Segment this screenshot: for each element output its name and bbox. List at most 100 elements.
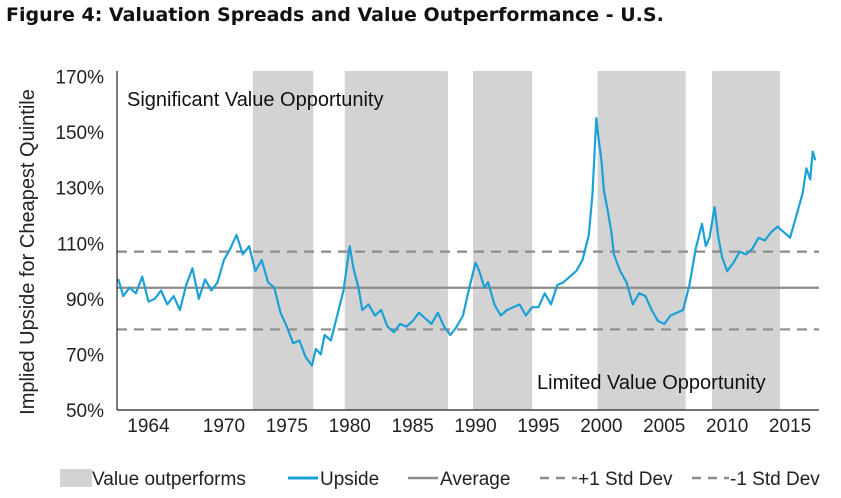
shade-period-4 bbox=[597, 71, 686, 410]
upside-point bbox=[500, 314, 502, 317]
upside-point bbox=[352, 267, 355, 269]
upside-point bbox=[357, 287, 360, 289]
upside-point bbox=[805, 167, 808, 169]
upside-point bbox=[638, 292, 640, 294]
upside-point bbox=[657, 320, 659, 322]
upside-point bbox=[122, 295, 124, 297]
upside-point bbox=[695, 248, 697, 250]
upside-point bbox=[758, 237, 760, 239]
upside-point bbox=[588, 234, 590, 236]
upside-point bbox=[713, 206, 716, 208]
upside-point bbox=[701, 223, 703, 225]
upside-point bbox=[468, 287, 470, 289]
upside-point bbox=[204, 278, 206, 281]
x-tick-label: 2005 bbox=[643, 416, 685, 437]
upside-point bbox=[739, 251, 741, 253]
legend-shade-swatch bbox=[60, 469, 92, 487]
upside-point bbox=[235, 234, 238, 236]
upside-point bbox=[607, 209, 609, 211]
y-tick-labels: 50% 70% 90% 110% 130% 150% 170% bbox=[55, 68, 104, 422]
y-tick-label: 70% bbox=[66, 345, 104, 366]
upside-point bbox=[556, 284, 558, 286]
x-tick-label: 1985 bbox=[392, 416, 434, 437]
upside-point bbox=[682, 309, 684, 311]
upside-point bbox=[456, 326, 458, 328]
shade-layer bbox=[252, 71, 780, 410]
upside-point bbox=[581, 259, 584, 261]
shade-period-3 bbox=[473, 71, 533, 410]
upside-point bbox=[595, 117, 597, 119]
upside-point bbox=[380, 309, 382, 311]
upside-point bbox=[483, 287, 485, 289]
x-tick-label: 1970 bbox=[203, 416, 245, 437]
upside-point bbox=[386, 326, 389, 328]
upside-point bbox=[598, 139, 600, 142]
upside-point bbox=[185, 284, 187, 286]
upside-point bbox=[569, 276, 571, 278]
upside-point bbox=[242, 253, 244, 255]
upside-point bbox=[424, 317, 426, 319]
y-tick-label: 130% bbox=[55, 179, 104, 200]
upside-point bbox=[814, 159, 816, 161]
x-tick-label: 1995 bbox=[517, 416, 559, 437]
y-axis-title: Implied Upside for Cheapest Quintile bbox=[17, 89, 39, 415]
shade-period-5 bbox=[712, 71, 780, 410]
upside-point bbox=[663, 323, 665, 325]
upside-point bbox=[254, 270, 256, 272]
upside-point bbox=[789, 237, 791, 239]
upside-point bbox=[575, 270, 577, 272]
upside-point bbox=[531, 306, 533, 308]
upside-point bbox=[342, 289, 345, 292]
x-tick-labels: 1964 1970 1975 1980 1985 1990 1995 2000 2005 2010… bbox=[127, 416, 811, 437]
upside-point bbox=[210, 289, 212, 292]
upside-point bbox=[487, 281, 489, 283]
upside-point bbox=[323, 334, 326, 336]
upside-point bbox=[166, 303, 168, 306]
x-tick-label: 2010 bbox=[706, 416, 748, 437]
upside-point bbox=[506, 309, 508, 311]
legend-minus-std-label: -1 Std Dev bbox=[730, 469, 820, 490]
upside-point bbox=[610, 231, 613, 233]
upside-point bbox=[418, 312, 420, 314]
x-tick-label: 1980 bbox=[329, 416, 371, 437]
upside-point bbox=[160, 289, 162, 292]
upside-point bbox=[229, 248, 231, 250]
upside-point bbox=[154, 298, 156, 300]
series-layer bbox=[117, 117, 817, 367]
upside-point bbox=[311, 364, 313, 367]
upside-point bbox=[563, 281, 565, 283]
upside-point bbox=[474, 262, 477, 264]
upside-point bbox=[437, 312, 439, 314]
upside-point bbox=[273, 287, 275, 289]
upside-point bbox=[286, 326, 288, 328]
upside-point bbox=[764, 239, 766, 242]
upside-point bbox=[705, 245, 707, 247]
upside-point bbox=[374, 314, 376, 317]
upside-point bbox=[770, 231, 772, 233]
upside-point bbox=[430, 323, 433, 325]
upside-point bbox=[191, 267, 194, 269]
upside-point bbox=[462, 314, 464, 317]
upside-point bbox=[537, 306, 540, 308]
figure-title: Figure 4: Valuation Spreads and Value Ou… bbox=[6, 4, 664, 26]
upside-point bbox=[368, 303, 370, 306]
upside-point bbox=[443, 326, 445, 328]
upside-point bbox=[141, 276, 143, 278]
upside-point bbox=[393, 331, 395, 333]
upside-point bbox=[669, 314, 672, 317]
upside-point bbox=[179, 309, 181, 311]
upside-point bbox=[198, 298, 200, 300]
upside-point bbox=[544, 292, 546, 294]
upside-point bbox=[625, 281, 628, 283]
upside-point bbox=[315, 348, 317, 350]
upside-point bbox=[279, 312, 282, 314]
upside-point bbox=[349, 245, 351, 247]
annotation-lower: Limited Value Opportunity bbox=[537, 372, 766, 394]
upside-point bbox=[613, 253, 615, 255]
upside-point bbox=[688, 284, 691, 286]
upside-point bbox=[619, 270, 621, 272]
x-tick-label: 1990 bbox=[454, 416, 496, 437]
upside-point bbox=[783, 231, 785, 233]
legend-shade-label: Value outperforms bbox=[92, 469, 246, 490]
upside-point bbox=[708, 237, 711, 239]
